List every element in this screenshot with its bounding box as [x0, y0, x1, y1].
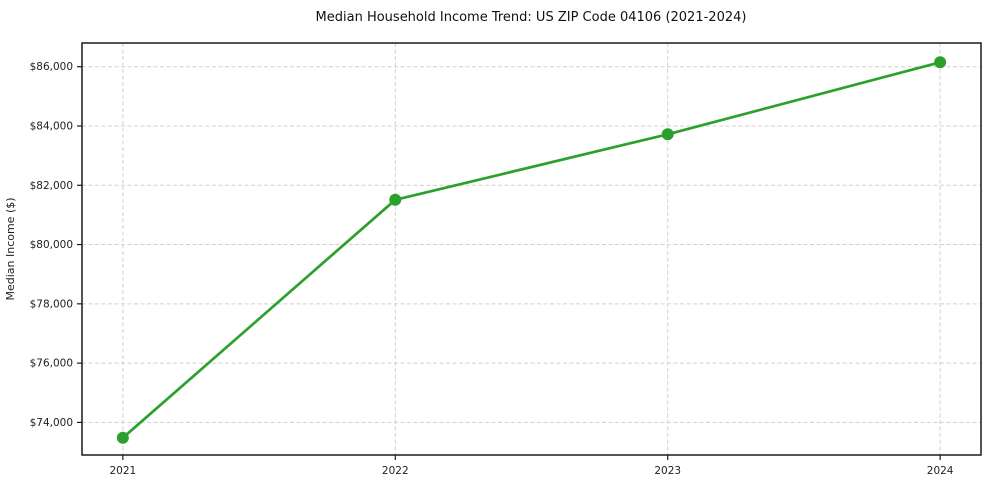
data-point-marker — [934, 56, 947, 69]
x-tick-label: 2024 — [927, 465, 954, 477]
x-tick-label: 2021 — [109, 465, 136, 477]
y-tick-label: $80,000 — [30, 239, 73, 251]
series-layer — [116, 56, 947, 444]
chart-title: Median Household Income Trend: US ZIP Co… — [316, 10, 747, 25]
x-tick-label: 2023 — [654, 465, 681, 477]
grid-layer — [82, 43, 981, 455]
y-tick-label: $78,000 — [30, 298, 73, 310]
data-point-marker — [116, 431, 129, 444]
data-point-marker — [661, 128, 674, 141]
y-tick-label: $74,000 — [30, 417, 73, 429]
data-point-marker — [389, 193, 402, 206]
trend-line — [121, 60, 942, 440]
y-tick-label: $86,000 — [30, 61, 73, 73]
plot-border — [81, 42, 982, 456]
x-tick-label: 2022 — [382, 465, 409, 477]
y-axis-label: Median Income ($) — [4, 197, 17, 300]
y-tick-label: $82,000 — [30, 180, 73, 192]
y-tick-label: $76,000 — [30, 358, 73, 370]
y-tick-label: $84,000 — [30, 120, 73, 132]
axes-layer: $74,000 $76,000 $78,000 $80,000 $82,000 $84,0… — [30, 42, 982, 477]
